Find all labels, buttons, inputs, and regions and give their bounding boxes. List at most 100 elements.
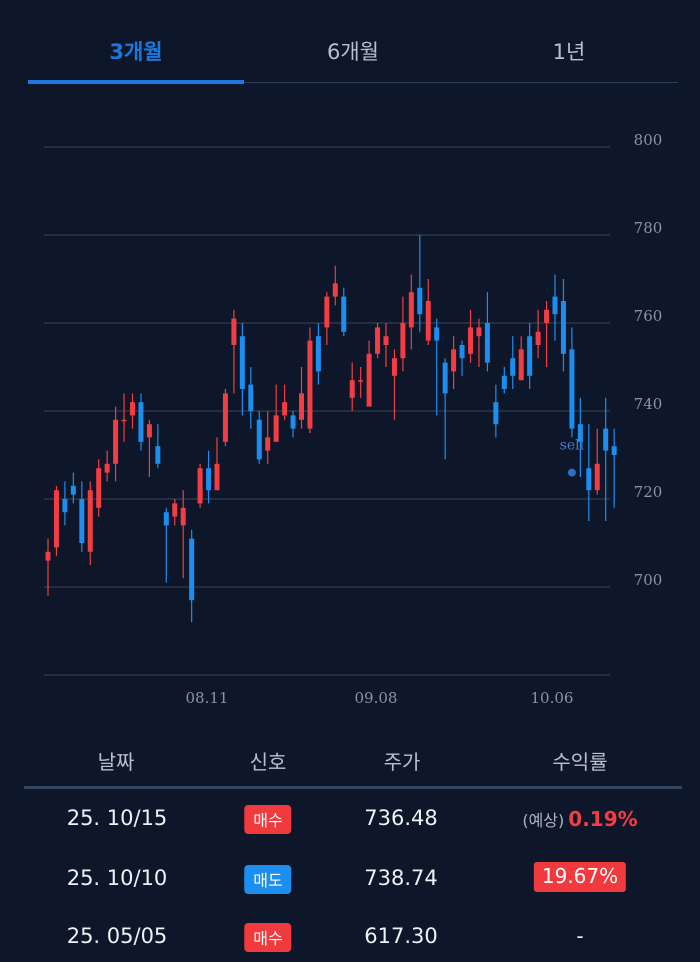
candle-body: [535, 331, 541, 345]
candle-body: [476, 327, 482, 337]
candle-body: [434, 327, 440, 341]
tab-6-months[interactable]: 6개월: [326, 40, 380, 64]
candle-body: [577, 424, 583, 442]
candle-body: [104, 463, 110, 473]
candle-body: [459, 345, 465, 359]
buy-signal-badge: 매수: [244, 805, 292, 834]
signal-table-header: 날짜 신호 주가 수익률: [24, 730, 682, 789]
candle-body: [214, 463, 220, 491]
y-tick-label: 780: [634, 219, 663, 237]
sell-annotation-label: sell: [560, 438, 585, 454]
candle-body: [586, 468, 592, 491]
candle-body: [442, 362, 448, 394]
row-price: 738.74: [364, 866, 438, 890]
candle-body: [155, 446, 161, 464]
candlestick-chart: 700 720 740 760 780 800 08.11 09.08 10.06 sell: [44, 131, 663, 707]
candle-body: [273, 415, 279, 442]
candle-body: [79, 499, 85, 543]
candle-body: [349, 380, 355, 398]
candle-body: [544, 309, 550, 323]
row-date: 25. 10/10: [66, 866, 168, 890]
candle-body: [569, 349, 575, 429]
candle-body: [248, 384, 254, 411]
active-tab-indicator: [28, 80, 244, 84]
candle-body: [222, 393, 228, 442]
candle-body: [341, 296, 347, 332]
candle-body: [501, 375, 507, 389]
candle-body: [391, 358, 397, 376]
return-badge: 19.67%: [533, 862, 627, 892]
candle-body: [307, 340, 313, 429]
candle-body: [408, 292, 414, 328]
row-date: 25. 05/05: [66, 924, 168, 948]
tab-3-months[interactable]: 3개월: [109, 40, 163, 64]
candle-body: [527, 336, 533, 376]
sell-signal-marker: [567, 468, 576, 477]
candle-body: [113, 419, 119, 464]
candle-body: [299, 393, 304, 420]
candle-body: [290, 415, 296, 429]
estimate-prefix: (예상): [522, 811, 565, 830]
candle-body: [518, 349, 524, 381]
table-row[interactable]: 25. 05/05 매수 617.30 -: [24, 916, 682, 956]
header-date: 날짜: [97, 750, 135, 774]
candle-body: [484, 323, 490, 363]
candle-body: [172, 503, 178, 517]
candle-body: [560, 301, 566, 354]
header-price: 주가: [383, 750, 421, 774]
candle-body: [138, 402, 144, 442]
candle-body: [53, 490, 59, 548]
header-return: 수익률: [552, 750, 608, 774]
candle-body: [206, 468, 212, 491]
candle-body: [121, 419, 127, 422]
row-return: (예상) 0.19%: [522, 807, 637, 831]
candle-body: [256, 419, 262, 460]
candle-body: [265, 437, 271, 451]
return-value: 0.19%: [568, 807, 638, 831]
candle-body: [315, 336, 321, 372]
candle-body: [510, 358, 516, 376]
candle-body: [400, 323, 406, 359]
candle-body: [96, 468, 102, 508]
candle-body: [332, 283, 338, 297]
candle-body: [62, 499, 68, 513]
candle-body: [130, 402, 135, 416]
candle-body: [493, 402, 499, 425]
candle-body: [146, 424, 152, 438]
table-row[interactable]: 25. 10/15 매수 736.48 (예상) 0.19%: [24, 798, 682, 838]
candle-body: [383, 336, 389, 345]
candle-body: [611, 446, 617, 455]
y-tick-label: 740: [634, 395, 663, 413]
candle-body: [87, 490, 93, 552]
period-tabs: 3개월 6개월 1년: [28, 0, 678, 84]
tab-1-year[interactable]: 1년: [552, 40, 586, 64]
candle-body: [425, 301, 431, 341]
candle-body: [163, 512, 169, 526]
candle-body: [468, 327, 473, 354]
y-tick-label: 720: [634, 483, 663, 501]
candle-body: [417, 287, 423, 315]
row-return: -: [576, 924, 584, 948]
candle-body: [239, 336, 245, 389]
candle-body: [358, 380, 364, 382]
candle-body: [70, 485, 76, 495]
candle-body: [282, 402, 288, 416]
candle-body: [231, 318, 237, 345]
row-price: 736.48: [364, 806, 438, 830]
row-price: 617.30: [364, 924, 438, 948]
candle-body: [45, 551, 51, 561]
x-tick-label: 09.08: [355, 689, 398, 707]
x-tick-label: 08.11: [186, 689, 229, 707]
candle-body: [180, 507, 186, 526]
y-tick-label: 700: [634, 571, 663, 589]
candle-body: [366, 353, 372, 407]
candle-body: [552, 296, 558, 315]
candle-body: [451, 349, 457, 372]
candle-body: [375, 327, 381, 354]
table-row[interactable]: 25. 10/10 매도 738.74 19.67%: [24, 858, 682, 898]
y-tick-label: 800: [634, 131, 663, 149]
candle-body: [594, 463, 600, 491]
tabs-divider: [28, 82, 678, 83]
candle-body: [189, 538, 195, 601]
y-tick-label: 760: [634, 307, 663, 325]
